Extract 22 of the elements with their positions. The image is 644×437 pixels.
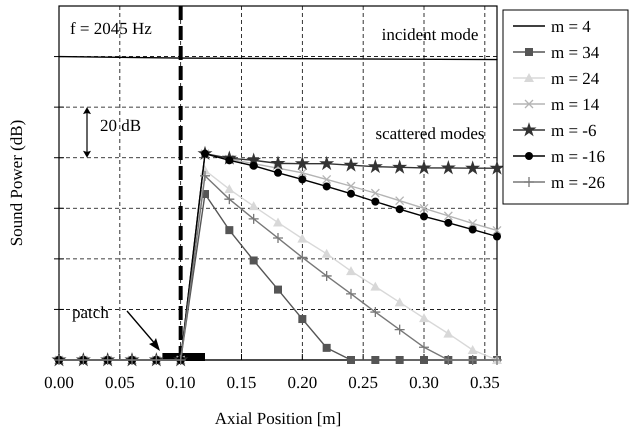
x-tick-label: 0.35 [470, 373, 500, 392]
legend-label: m = -16 [551, 147, 605, 166]
x-tick-label: 0.00 [44, 373, 74, 392]
x-tick-label: 0.05 [104, 373, 135, 392]
legend-label: m = 4 [551, 17, 592, 36]
annotation: 20 dB [100, 116, 142, 135]
x-tick-label: 0.20 [287, 373, 318, 392]
x-tick-label: 0.10 [166, 373, 196, 392]
legend-label: m = -6 [551, 121, 596, 140]
legend-label: m = 34 [551, 43, 600, 62]
y-axis-title: Sound Power (dB) [7, 120, 26, 246]
legend-label: m = 14 [551, 95, 600, 114]
x-tick-label: 0.25 [348, 373, 378, 392]
x-tick-label: 0.15 [226, 373, 256, 392]
text: f = 2045 Hz [70, 19, 152, 38]
annotation: patch [72, 303, 110, 322]
x-axis-title: Axial Position [m] [214, 409, 342, 428]
legend-label: m = -26 [551, 173, 605, 192]
annotation: scattered modes [375, 124, 485, 143]
legend-label: m = 24 [551, 69, 600, 88]
x-tick-label: 0.30 [409, 373, 439, 392]
text: incident mode [382, 25, 478, 44]
